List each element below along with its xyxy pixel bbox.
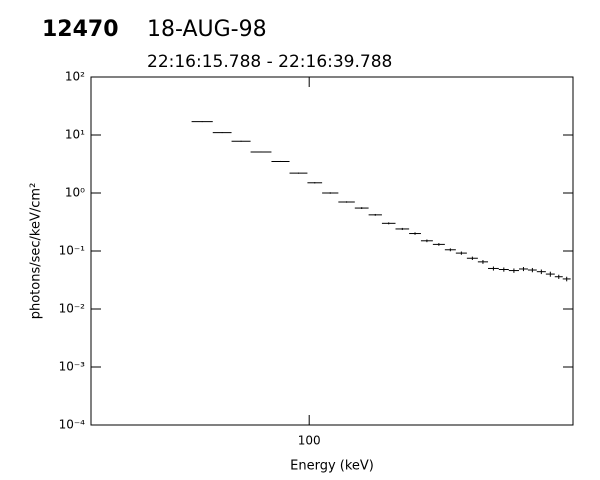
y-tick-label: 10⁻²	[59, 302, 86, 316]
y-tick-label: 10²	[65, 70, 85, 84]
y-tick-label: 10¹	[65, 128, 85, 142]
y-tick-label: 10⁻¹	[59, 244, 86, 258]
y-tick-label: 10⁰	[65, 186, 85, 200]
y-tick-label: 10⁻³	[59, 360, 86, 374]
x-tick-label: 100	[298, 434, 321, 448]
chart-subtitle: 18-AUG-98	[147, 17, 267, 42]
x-axis-label: Energy (keV)	[290, 459, 374, 474]
y-axis-label: photons/sec/keV/cm²	[29, 183, 44, 320]
time-range: 22:16:15.788 - 22:16:39.788	[147, 52, 392, 72]
chart-title: 12470	[42, 17, 119, 42]
plot-frame	[90, 76, 574, 426]
y-tick-label: 10⁻⁴	[59, 418, 86, 432]
